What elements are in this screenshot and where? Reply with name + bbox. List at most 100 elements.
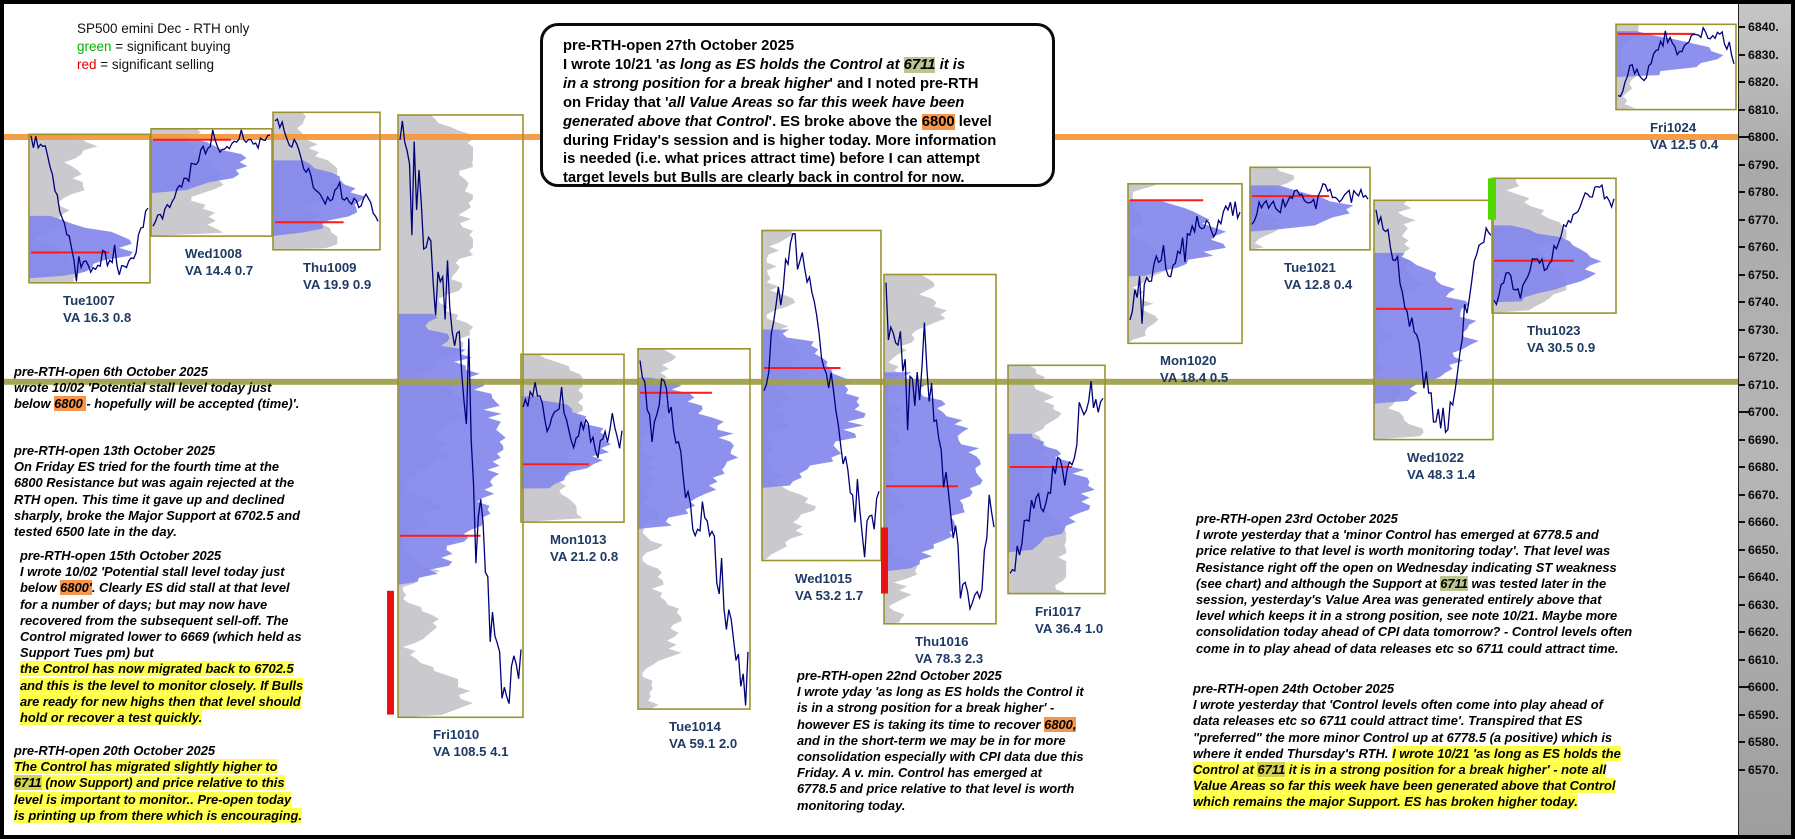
price-axis[interactable]: 6840. 6830. 6820. 6810. 6800. 6790. 6780. 6770.… xyxy=(1738,4,1792,835)
session-name: Wed1015 xyxy=(795,570,852,586)
value-area-profile-Thu1009 xyxy=(273,160,365,236)
tick-mark xyxy=(1739,658,1745,661)
note-oct06-body: wrote 10/02 'Potential stall level today… xyxy=(14,380,374,412)
price-tick-6840: 6840. xyxy=(1739,20,1792,34)
session-va-stats: VA 36.4 1.0 xyxy=(1035,620,1104,636)
text-segment: 6800' xyxy=(60,580,92,596)
session-va-stats: VA 14.4 0.7 xyxy=(185,263,254,278)
session-box-Thu1009 xyxy=(272,111,381,251)
price-path-Fri1010 xyxy=(399,120,522,704)
tick-label: 6770. xyxy=(1748,212,1779,227)
text-segment: '. ES broke above the xyxy=(768,113,922,130)
tick-label: 6600. xyxy=(1748,680,1779,694)
session-name: Tue1021 xyxy=(1284,259,1336,275)
value-area-profile-Tue1007 xyxy=(29,215,133,279)
value-area-profile-Fri1010 xyxy=(398,313,506,585)
session-va-stats: VA 48.3 1.4 xyxy=(1407,466,1476,482)
note-oct22-heading: pre-RTH-open 22nd October 2025 xyxy=(797,668,1002,683)
session-box-Thu1023 xyxy=(1491,177,1617,314)
session-va-stats: VA 16.3 0.8 xyxy=(63,309,132,325)
significance-bar-Fri1010 xyxy=(387,590,394,715)
legend-selling: red = significant selling xyxy=(77,56,249,74)
legend-green-word: green xyxy=(77,39,112,54)
session-label-Mon1020: Mon1020 VA 18.4 0.5 xyxy=(1160,352,1228,386)
session-box-Fri1024 xyxy=(1615,23,1737,111)
session-va-stats: VA 30.5 0.9 xyxy=(1527,340,1596,355)
tick-label: 6840. xyxy=(1748,20,1779,34)
price-path-Wed1008 xyxy=(152,129,271,227)
session-va-stats: VA 21.2 0.8 xyxy=(550,549,619,564)
note-oct23: pre-RTH-open 23rd October 2025 I wrote ye… xyxy=(1196,511,1776,657)
session-va-stats: VA 12.8 0.4 xyxy=(1284,276,1353,292)
session-box-Fri1010 xyxy=(397,114,524,719)
tick-label: 6610. xyxy=(1748,652,1779,667)
value-area-profile-Fri1024 xyxy=(1616,31,1724,78)
value-area-profile-Mon1013 xyxy=(521,396,611,489)
tick-label: 6730. xyxy=(1748,322,1779,337)
value-area-profile-Mon1020 xyxy=(1128,199,1227,277)
tick-mark xyxy=(1739,438,1745,441)
price-tick-6630: 6630. xyxy=(1739,598,1792,612)
text-segment: it is in a strong position for a break h… xyxy=(563,56,966,92)
tick-label: 6640. xyxy=(1748,570,1779,584)
note-oct22: pre-RTH-open 22nd October 2025 I wrote yd… xyxy=(797,668,1177,814)
text-segment: - hopefully will be accepted (time)'. xyxy=(86,396,300,412)
callout-body: I wrote 10/21 'as long as ES holds the C… xyxy=(563,56,1040,188)
session-label-Wed1022: Wed1022 VA 48.3 1.4 xyxy=(1407,449,1475,483)
value-area-profile-Fri1017 xyxy=(1008,433,1095,553)
price-tick-6770: 6770. xyxy=(1739,213,1792,227)
tick-label: 6700. xyxy=(1748,405,1779,419)
price-path-Mon1020 xyxy=(1129,201,1241,324)
session-box-Wed1022 xyxy=(1373,199,1494,441)
session-label-Wed1008: Wed1008 VA 14.4 0.7 xyxy=(185,245,253,279)
text-segment: I wrote yesterday that a 'minor Control … xyxy=(1196,527,1617,591)
note-oct24: pre-RTH-open 24th October 2025 I wrote ye… xyxy=(1193,681,1773,811)
tick-mark xyxy=(1739,26,1745,28)
tick-mark xyxy=(1739,218,1745,221)
tick-label: 6810. xyxy=(1748,102,1779,117)
price-path-Tue1021 xyxy=(1251,182,1369,225)
note-oct23-heading: pre-RTH-open 23rd October 2025 xyxy=(1196,511,1398,526)
session-va-stats: VA 12.5 0.4 xyxy=(1650,136,1719,152)
text-segment: all Value Areas so far this week have be… xyxy=(563,94,965,130)
text-segment: (now Support) and price relative to this… xyxy=(14,775,302,823)
session-name: Thu1016 xyxy=(915,633,969,649)
gray-profile-Tue1014 xyxy=(638,348,682,709)
session-name: Fri1010 xyxy=(433,727,480,743)
price-tick-6800: 6800. xyxy=(1739,130,1792,144)
text-segment: 6800 xyxy=(921,113,955,130)
price-tick-6780: 6780. xyxy=(1739,185,1792,199)
value-area-profile-Tue1014 xyxy=(638,377,739,529)
session-box-Tue1021 xyxy=(1249,166,1371,251)
tick-mark xyxy=(1739,163,1745,166)
legend-red-word: red xyxy=(77,57,97,72)
price-tick-6600: 6600. xyxy=(1739,680,1792,694)
tick-label: 6680. xyxy=(1748,460,1779,474)
text-segment: as long as ES holds the Control at xyxy=(659,56,904,73)
callout-heading: pre-RTH-open 27th October 2025 xyxy=(563,38,795,54)
price-tick-6700: 6700. xyxy=(1739,405,1792,419)
session-box-Thu1016 xyxy=(883,273,997,625)
value-area-profile-Tue1021 xyxy=(1250,185,1354,232)
note-oct06-heading: pre-RTH-open 6th October 2025 xyxy=(14,364,208,379)
price-tick-6830: 6830. xyxy=(1739,48,1792,62)
price-path-Fri1017 xyxy=(1009,380,1104,574)
tick-label: 6820. xyxy=(1748,75,1779,89)
session-va-stats: VA 19.9 0.9 xyxy=(303,276,372,292)
tick-label: 6800. xyxy=(1748,130,1779,144)
tick-mark xyxy=(1739,356,1745,358)
price-tick-6750: 6750. xyxy=(1739,268,1792,282)
tick-mark xyxy=(1739,741,1745,743)
tick-mark xyxy=(1739,246,1745,248)
session-name: Mon1013 xyxy=(550,532,607,547)
legend-green-rest: = significant buying xyxy=(111,39,231,54)
price-path-Wed1015 xyxy=(763,233,880,558)
tick-label: 6720. xyxy=(1748,350,1779,364)
price-tick-6620: 6620. xyxy=(1739,625,1792,639)
price-tick-6650: 6650. xyxy=(1739,543,1792,557)
pre-rth-callout: pre-RTH-open 27th October 2025 I wrote 1… xyxy=(540,23,1055,187)
price-path-Tue1007 xyxy=(30,135,149,282)
text-segment: 6800, xyxy=(1044,716,1077,732)
